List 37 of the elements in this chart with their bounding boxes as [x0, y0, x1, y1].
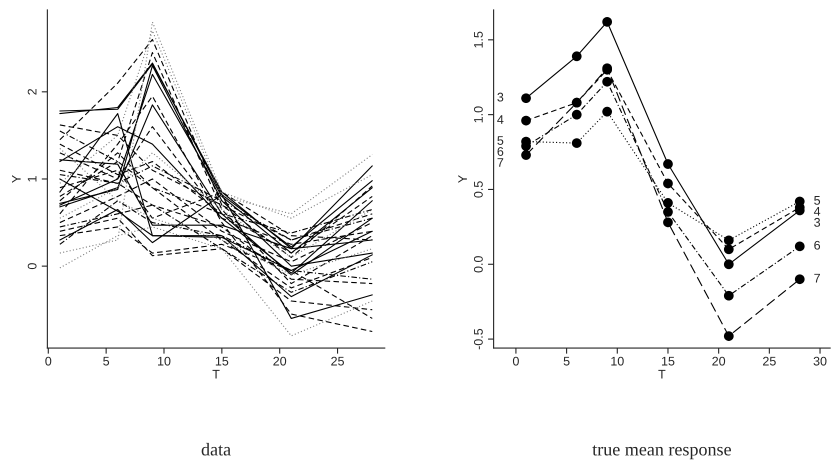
series-label: 4 [814, 207, 820, 216]
y-tick-label: 1.0 [474, 106, 483, 122]
text: 6 [498, 147, 504, 156]
x-tick-label: 0 [45, 356, 52, 366]
y-axis-title: Y [458, 175, 467, 183]
text: 4 [497, 115, 504, 124]
y-tick-label: 0.5 [474, 181, 483, 198]
x-tick-label: 10 [611, 356, 624, 366]
text: data [202, 442, 231, 456]
text: 7 [498, 158, 504, 167]
x-tick-label: 15 [662, 356, 674, 366]
text: 3 [497, 92, 504, 102]
x-tick-label: 5 [564, 356, 570, 366]
y-tick-label: -0.5 [474, 328, 483, 350]
x-tick-label: 20 [273, 356, 286, 366]
x-tick-label: 25 [763, 356, 776, 366]
y-tick-label: 0.0 [474, 256, 483, 272]
y-tick-label: 2 [28, 88, 36, 95]
text: true mean response [592, 445, 731, 460]
x-axis-title: T [658, 370, 666, 378]
x-tick-label: 10 [158, 356, 170, 366]
series-label: 5 [814, 196, 820, 205]
x-tick-label: 5 [103, 356, 110, 366]
y-tick-label: 1 [28, 176, 36, 182]
x-tick-label: 15 [216, 356, 228, 366]
y-axis-title: Y [12, 175, 21, 183]
x-tick-label: 0 [512, 356, 519, 366]
series-label: 3 [814, 218, 820, 227]
series-label: 6 [814, 240, 820, 250]
x-tick-label: 25 [331, 356, 344, 366]
y-tick-label: 0 [28, 263, 37, 270]
x-tick-label: 20 [712, 356, 726, 366]
x-axis-title: T [212, 370, 220, 378]
text: 5 [497, 136, 504, 145]
x-tick-label: 30 [814, 356, 826, 366]
y-tick-label: 1.5 [474, 32, 483, 48]
series-label: 7 [814, 274, 820, 282]
